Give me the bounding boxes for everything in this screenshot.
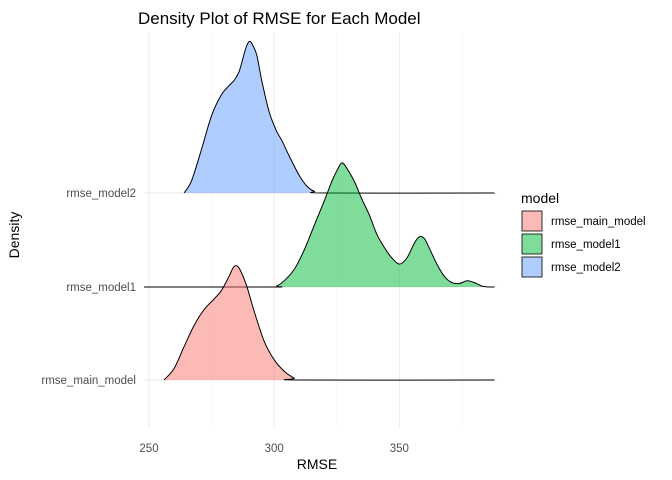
y-tick-label: rmse_main_model (41, 375, 136, 387)
ridge-fill-rmse_model2 (184, 41, 495, 194)
legend-key-rmse_model2 (521, 256, 543, 278)
x-tick-label: 250 (139, 443, 158, 455)
y-axis-ticks: rmse_main_model rmse_model1 rmse_model2 (41, 188, 136, 387)
x-axis-title: RMSE (297, 456, 337, 472)
legend: model rmse_main_model rmse_model1 rmse_mod… (521, 190, 646, 278)
legend-key-rmse_main_model (521, 210, 543, 232)
ridge-outline-rmse_main_model (163, 265, 495, 381)
x-tick-label: 350 (390, 443, 409, 455)
legend-label-rmse_model2: rmse_model2 (551, 262, 621, 274)
legend-key-rmse_model1 (521, 233, 543, 255)
ridge-fill-rmse_model1 (144, 162, 495, 288)
x-axis-ticks: 250 300 350 (139, 443, 409, 455)
chart-title: Density Plot of RMSE for Each Model (138, 9, 421, 28)
density-ridges (143, 40, 495, 381)
ridge-fill-rmse_main_model (164, 265, 495, 381)
legend-label-rmse_main_model: rmse_main_model (551, 216, 646, 228)
y-tick-label: rmse_model1 (66, 282, 136, 294)
ridge-outline-rmse_model1 (143, 162, 495, 288)
y-tick-label: rmse_model2 (66, 188, 136, 200)
ridge-outline-rmse_model2 (183, 40, 495, 194)
legend-title: model (521, 190, 559, 206)
x-tick-label: 300 (265, 443, 284, 455)
legend-label-rmse_model1: rmse_model1 (551, 239, 621, 251)
y-axis-title: Density (6, 212, 22, 259)
